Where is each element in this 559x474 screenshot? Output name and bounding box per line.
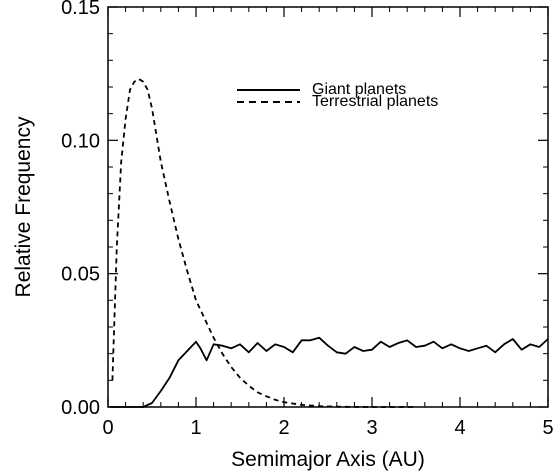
y-axis-title: Relative Frequency <box>12 116 35 297</box>
tick-labels: 0 1 2 3 4 5 0.00 0.05 0.10 0.15 <box>61 0 554 439</box>
plot-frame <box>107 6 549 408</box>
x-tick-label: 5 <box>542 417 553 439</box>
series-line-1 <box>109 336 549 408</box>
plot-lines <box>109 78 549 408</box>
series-line-2 <box>111 78 416 408</box>
x-axis-title: Semimajor Axis (AU) <box>231 448 425 471</box>
y-tick-label: 0.15 <box>61 0 100 19</box>
x-tick-label: 4 <box>454 417 465 439</box>
x-tick-label: 3 <box>366 417 377 439</box>
legend-label-1: Giant planets <box>312 81 406 98</box>
x-tick-label: 2 <box>278 417 289 439</box>
y-tick-label: 0.10 <box>61 130 100 152</box>
y-tick-label: 0.00 <box>61 397 100 419</box>
axis-ticks <box>107 6 549 408</box>
y-tick-label: 0.05 <box>61 264 100 286</box>
x-tick-label: 1 <box>190 417 201 439</box>
x-tick-label: 0 <box>102 417 113 439</box>
legend-label-2: Terrestrial planets <box>312 93 438 110</box>
